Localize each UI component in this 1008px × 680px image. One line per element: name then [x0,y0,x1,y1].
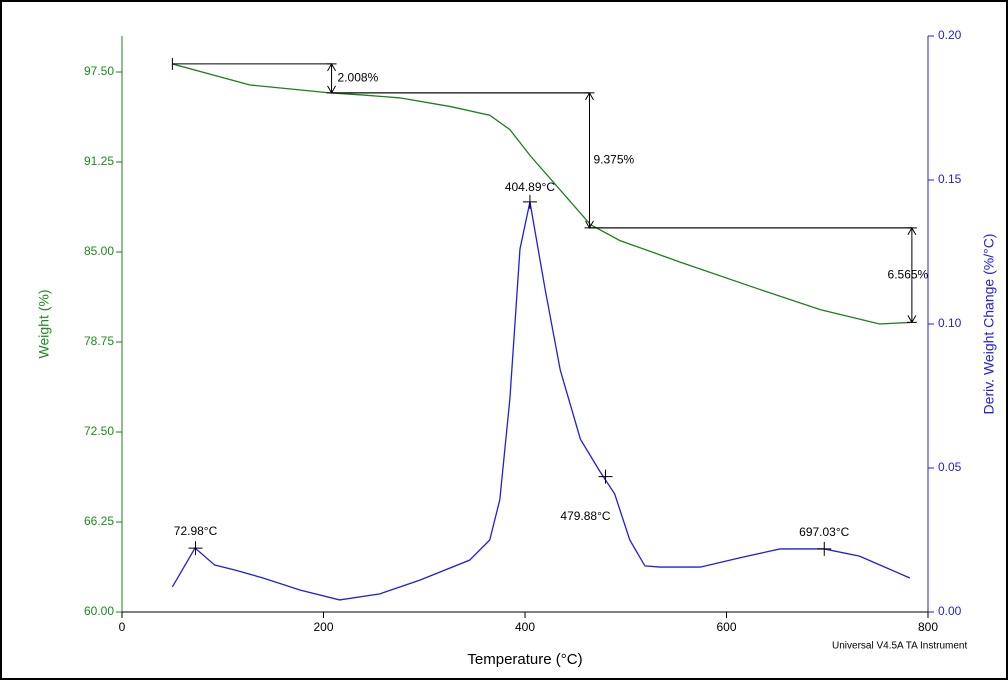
peak-label: 697.03°C [799,525,850,539]
peak-label: 479.88°C [560,509,611,523]
step-label: 6.565% [888,267,929,281]
footer: Universal V4.5A TA Instrument [832,641,967,652]
x-tick-label: 0 [119,620,126,634]
peak-label: 404.89°C [505,180,556,194]
y-tick-label: 91.25 [84,154,114,168]
y2-axis-title: Deriv. Weight Change (%/°C) [981,234,997,415]
x-tick-label: 800 [918,620,938,634]
y2-tick-label: 0.10 [938,316,962,330]
y-tick-label: 72.50 [84,424,114,438]
peak-label: 72.98°C [174,524,218,538]
x-axis-title: Temperature (°C) [467,651,582,668]
x-tick-label: 200 [313,620,333,634]
y-tick-label: 66.25 [84,514,114,528]
x-tick-label: 600 [716,620,736,634]
y2-tick-label: 0.05 [938,460,962,474]
y-tick-label: 60.00 [84,604,114,618]
y2-tick-label: 0.15 [938,172,962,186]
y-tick-label: 85.00 [84,244,114,258]
y-tick-label: 78.75 [84,334,114,348]
chart: Temperature (°C) Weight (%) Deriv. Weigh… [0,0,1008,680]
step-label: 9.375% [593,153,634,167]
step-label: 2.008% [338,71,379,85]
x-tick-label: 400 [515,620,535,634]
y2-tick-label: 0.20 [938,28,962,42]
y-axis-title: Weight (%) [36,290,52,359]
frame [1,1,1007,679]
y2-tick-label: 0.00 [938,604,962,618]
y-tick-label: 97.50 [84,64,114,78]
